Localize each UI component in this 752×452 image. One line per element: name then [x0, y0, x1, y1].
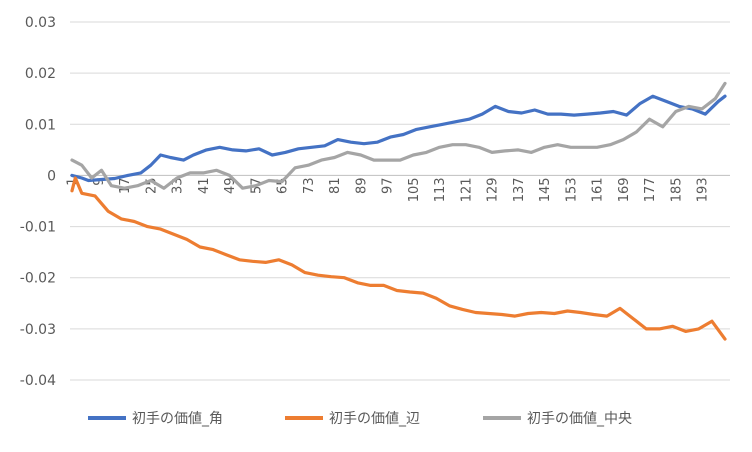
y-tick-label: -0.03	[20, 322, 56, 338]
x-tick-label: 121	[459, 177, 474, 202]
x-axis-tick-labels: 1 9 17 25 33 41 49 57 65 73 81 89 97 105 113 121 129 137 1…	[66, 177, 711, 202]
x-tick-label: 185	[669, 177, 684, 202]
x-tick-label: 161	[591, 177, 606, 202]
y-tick-label: -0.04	[20, 373, 56, 389]
x-tick-label: 17	[118, 177, 133, 194]
legend-label-2: 初手の価値_中央	[527, 410, 632, 427]
series-line-2	[70, 81, 727, 190]
x-tick-label: 81	[328, 177, 343, 194]
y-tick-label: 0.02	[25, 66, 56, 82]
gridlines	[70, 21, 730, 381]
x-tick-label: 9	[92, 177, 107, 185]
y-tick-label: -0.01	[20, 220, 56, 236]
x-tick-label: 193	[696, 177, 711, 202]
x-tick-label: 105	[407, 177, 422, 202]
x-tick-label: 129	[486, 177, 501, 202]
y-tick-label: -0.02	[20, 271, 56, 287]
x-tick-label: 169	[617, 177, 632, 202]
y-tick-label: 0.01	[25, 117, 56, 133]
y-tick-label: 0.03	[25, 15, 56, 31]
series-line-0	[70, 94, 727, 183]
y-tick-label: 0	[47, 168, 56, 184]
x-tick-label: 113	[433, 177, 448, 202]
x-tick-label: 89	[354, 177, 369, 194]
x-tick-label: 153	[564, 177, 579, 202]
legend: 初手の価値_角 初手の価値_辺 初手の価値_中央	[88, 410, 632, 427]
x-tick-label: 177	[643, 177, 658, 202]
legend-label-0: 初手の価値_角	[132, 410, 223, 427]
series-line-1	[70, 176, 727, 341]
x-tick-label: 137	[512, 177, 527, 202]
x-tick-label: 97	[381, 177, 396, 194]
y-axis-tick-labels: 0.03 0.02 0.01 0 -0.01 -0.02 -0.03 -0.04	[20, 15, 56, 389]
x-tick-label: 145	[538, 177, 553, 202]
legend-label-1: 初手の価値_辺	[329, 410, 420, 427]
series-lines	[70, 81, 727, 341]
x-tick-label: 41	[197, 177, 212, 194]
x-tick-label: 73	[302, 177, 317, 194]
